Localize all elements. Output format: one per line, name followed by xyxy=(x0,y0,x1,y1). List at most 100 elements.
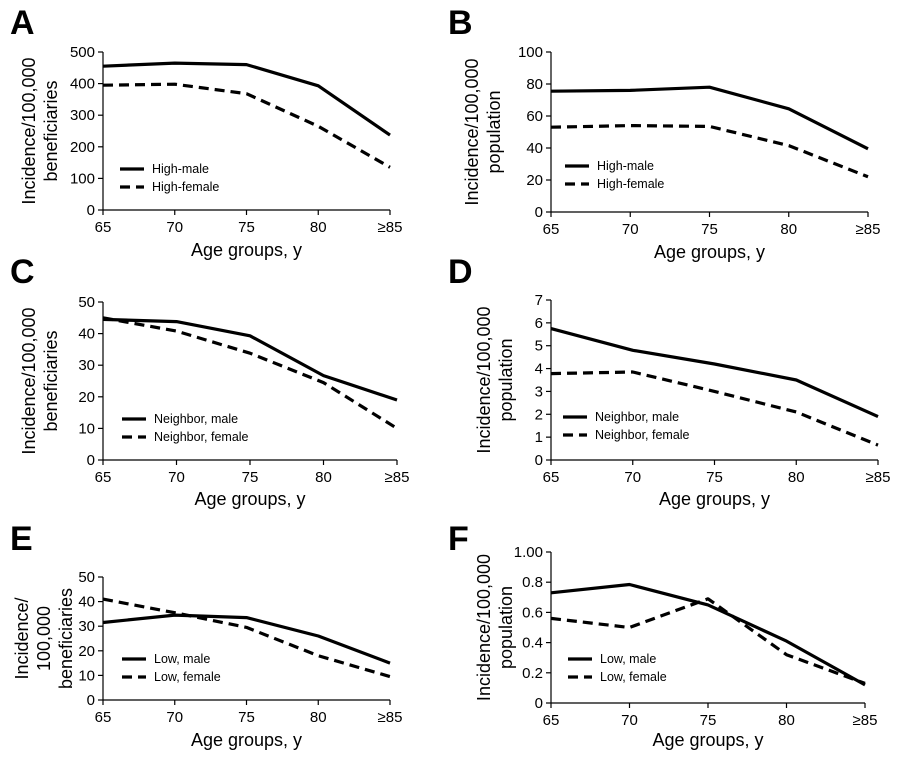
panel-e-y-axis-title: beneficiaries xyxy=(56,588,76,689)
panel-c-y-tick-label: 30 xyxy=(78,357,95,374)
panel-c-series-1-line xyxy=(102,317,398,402)
panel-b-legend-label-1: High-male xyxy=(597,159,654,173)
panel-b-x-tick-label: ≥85 xyxy=(856,221,881,238)
panel-f-x-tick-label: 70 xyxy=(621,712,638,729)
panel-b-x-axis-title: Age groups, y xyxy=(654,242,765,262)
panel-c-legend-label-1: Neighbor, male xyxy=(154,412,238,426)
panel-b-y-tick-label: 20 xyxy=(526,172,543,189)
panel-c-y-axis-title: Incidence/100,000 xyxy=(19,307,39,454)
panel-f-x-tick-label: 75 xyxy=(700,712,717,729)
panel-c-y-tick-label: 0 xyxy=(87,452,95,469)
panel-b-x-tick-label: 75 xyxy=(701,221,718,238)
panel-e-y-tick-label: 50 xyxy=(78,569,95,586)
panel-c-y-tick-label: 40 xyxy=(78,326,95,343)
panel-b-y-tick-label: 60 xyxy=(526,108,543,125)
panel-e-y-axis-title: Incidence/ xyxy=(12,597,32,679)
panel-b-y-axis-title: Incidence/100,000 xyxy=(462,58,482,205)
panel-f-x-axis-title: Age groups, y xyxy=(652,730,763,750)
panel-b-y-tick-label: 40 xyxy=(526,140,543,157)
panel-d-y-axis-title: population xyxy=(496,338,516,421)
panel-d-x-axis-title: Age groups, y xyxy=(659,489,770,509)
panel-a-letter: A xyxy=(10,4,35,42)
panel-a-y-axis-title: Incidence/100,000 xyxy=(19,57,39,204)
panel-e-x-tick-label: ≥85 xyxy=(378,709,403,726)
panel-c-x-axis-title: Age groups, y xyxy=(194,489,305,509)
panel-d-y-tick-label: 4 xyxy=(535,361,543,378)
panel-b-legend-label-2: High-female xyxy=(597,177,664,191)
panel-d-y-tick-label: 6 xyxy=(535,315,543,332)
panel-b-x-tick-label: 80 xyxy=(780,221,797,238)
panel-b-letter: B xyxy=(448,4,473,42)
panel-a-y-tick-label: 300 xyxy=(70,107,95,124)
panel-f-x-tick-label: 65 xyxy=(543,712,560,729)
panel-a-y-tick-label: 400 xyxy=(70,76,95,93)
panel-d-y-tick-label: 5 xyxy=(535,338,543,355)
panel-c-y-axis-title: beneficiaries xyxy=(41,330,61,431)
panel-e-y-tick-label: 0 xyxy=(87,692,95,709)
panel-d-legend-label-1: Neighbor, male xyxy=(595,410,679,424)
panel-a-y-tick-label: 200 xyxy=(70,139,95,156)
panel-e-y-tick-label: 40 xyxy=(78,594,95,611)
panel-f-x-tick-label: ≥85 xyxy=(853,712,878,729)
panel-d-y-tick-label: 3 xyxy=(535,383,543,400)
panel-c-x-tick-label: 80 xyxy=(315,469,332,486)
panel-d-x-tick-label: 80 xyxy=(788,469,805,486)
panel-f-series-1-line xyxy=(550,582,866,687)
panel-c-y-tick-label: 10 xyxy=(78,420,95,437)
panel-c-x-tick-label: 75 xyxy=(242,469,259,486)
panel-f-y-tick-label: 1.00 xyxy=(514,544,543,561)
panel-c-y-tick-label: 50 xyxy=(78,294,95,311)
panel-a-y-tick-label: 100 xyxy=(70,170,95,187)
panel-e-x-axis-title: Age groups, y xyxy=(191,730,302,750)
panel-d-x-tick-label: 65 xyxy=(543,469,560,486)
panel-c-legend-label-2: Neighbor, female xyxy=(154,430,249,444)
panel-a-x-tick-label: ≥85 xyxy=(378,219,403,236)
panel-a-series-1-line xyxy=(102,61,391,137)
panel-e-series-1-line xyxy=(102,613,391,665)
panel-e-y-axis-title: 100,000 xyxy=(34,606,54,671)
panel-d-y-axis-title: Incidence/100,000 xyxy=(474,306,494,453)
panel-a-x-tick-label: 80 xyxy=(310,219,327,236)
panel-f-series-2-line xyxy=(550,597,866,685)
panel-a-x-tick-label: 65 xyxy=(95,219,112,236)
panel-f-legend-label-1: Low, male xyxy=(600,652,656,666)
panel-d-y-tick-label: 1 xyxy=(535,429,543,446)
panel-e-y-tick-label: 10 xyxy=(78,667,95,684)
panel-d-series-2-line xyxy=(550,370,879,447)
panel-f-y-tick-label: 0 xyxy=(535,695,543,712)
panel-e-letter: E xyxy=(10,520,33,558)
panel-a-series-2-line xyxy=(102,82,391,169)
panel-b-x-tick-label: 70 xyxy=(622,221,639,238)
panel-a-y-tick-label: 0 xyxy=(87,202,95,219)
panel-f-y-axis-title: Incidence/100,000 xyxy=(474,554,494,701)
panel-b-x-tick-label: 65 xyxy=(543,221,560,238)
panel-e-y-tick-label: 20 xyxy=(78,643,95,660)
panel-a-legend-label-2: High-female xyxy=(152,180,219,194)
panel-c-x-tick-label: 70 xyxy=(168,469,185,486)
panel-e-x-tick-label: 65 xyxy=(95,709,112,726)
panel-a-x-tick-label: 75 xyxy=(238,219,255,236)
panel-d-x-tick-label: ≥85 xyxy=(866,469,891,486)
panel-a-y-tick-label: 500 xyxy=(70,44,95,61)
panel-b-y-tick-label: 100 xyxy=(518,44,543,61)
panel-b-y-axis-title: population xyxy=(484,90,504,173)
panel-e-x-tick-label: 70 xyxy=(166,709,183,726)
panel-a-y-axis-title: beneficiaries xyxy=(41,80,61,181)
panel-c-letter: C xyxy=(10,253,35,291)
panel-e-y-tick-label: 30 xyxy=(78,618,95,635)
panel-f-legend-label-2: Low, female xyxy=(600,670,667,684)
panel-e-x-tick-label: 75 xyxy=(238,709,255,726)
panel-d-y-tick-label: 0 xyxy=(535,452,543,469)
panel-c-series-2-line xyxy=(102,316,398,430)
panel-a-x-tick-label: 70 xyxy=(166,219,183,236)
panel-d-x-tick-label: 70 xyxy=(624,469,641,486)
panel-d-y-tick-label: 2 xyxy=(535,406,543,423)
panel-d-x-tick-label: 75 xyxy=(706,469,723,486)
panel-a-x-axis-title: Age groups, y xyxy=(191,240,302,260)
panel-b-series-2-line xyxy=(550,123,869,179)
panel-c-x-tick-label: ≥85 xyxy=(385,469,410,486)
panel-d-series-1-line xyxy=(550,327,879,419)
panel-e-series-2-line xyxy=(102,597,391,679)
panel-d-letter: D xyxy=(448,253,473,291)
panel-f-y-tick-label: 0.2 xyxy=(522,665,543,682)
